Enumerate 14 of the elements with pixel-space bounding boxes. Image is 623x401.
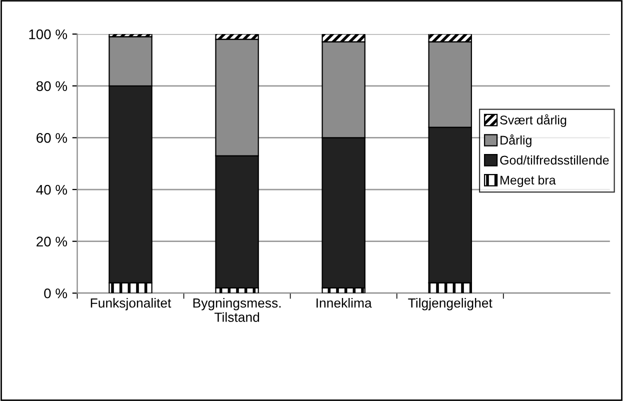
y-tick-label: 100 % [29, 29, 68, 40]
legend-label: Svært dårlig [500, 114, 566, 127]
y-tick-label: 40 % [36, 184, 68, 195]
legend-label: Meget bra [500, 175, 556, 188]
x-tick-label: Funksjonalitet [90, 298, 172, 310]
y-tick-label: 20 % [36, 236, 68, 246]
y-tick-label: 60 % [36, 133, 68, 143]
x-tick-label: Tilgjengelighet [408, 298, 492, 310]
legend-label: Dårlig [500, 134, 532, 148]
x-tick-label: Bygningsmess. Tilstand [193, 298, 281, 322]
y-tick-label: 80 % [36, 81, 68, 92]
legend-label: God/tilfredsstillende [500, 155, 609, 165]
y-tick-label: 0 % [44, 288, 68, 298]
x-tick-label: Inneklima [316, 298, 372, 308]
